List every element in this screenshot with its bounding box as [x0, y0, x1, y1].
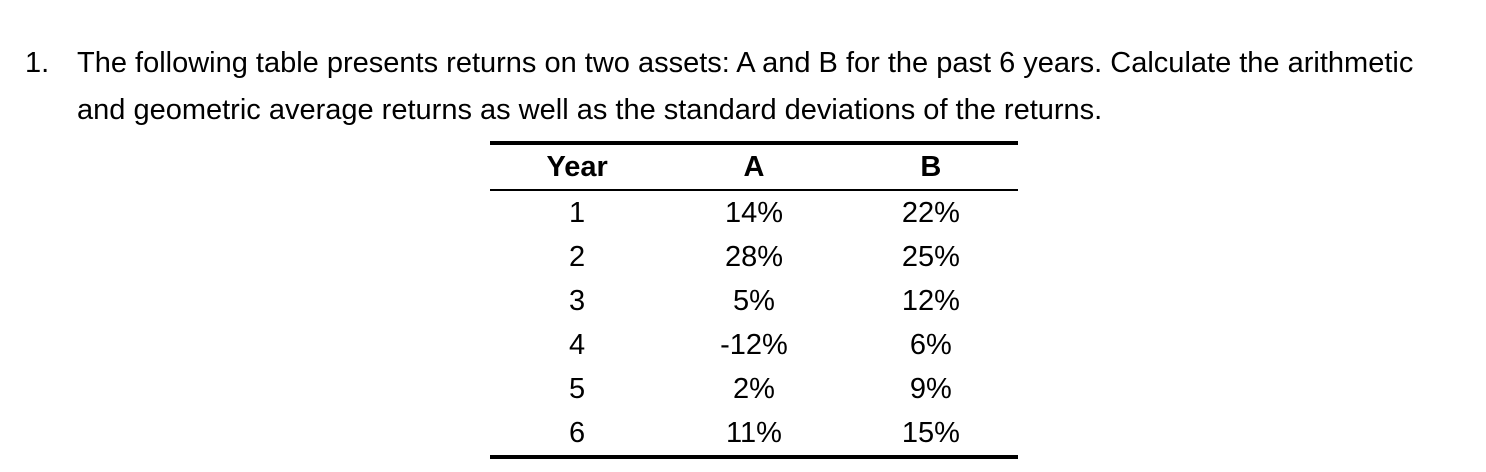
returns-table: Year A B 1 14% 22% 2 28% 25% 3 5% 12% 4 -12% 6% 5 2% 9% 6…	[490, 141, 1018, 459]
table-header-cell: Year	[546, 150, 608, 183]
table-cell: 6%	[909, 328, 952, 361]
table-row: 6 11% 15%	[490, 411, 1018, 457]
question-block: 1. The following table presents returns …	[25, 40, 1437, 134]
table-cell: 5%	[733, 284, 775, 317]
table-row: 1 14% 22%	[490, 190, 1018, 235]
table-cell: 6	[569, 416, 586, 449]
question-text: The following table presents returns on …	[77, 47, 1414, 126]
table-header-cell: A	[743, 150, 765, 183]
table-row: 2 28% 25%	[490, 235, 1018, 279]
table-cell: 15%	[901, 416, 960, 449]
question-number: 1.	[25, 47, 50, 79]
table-cell: 5	[569, 372, 586, 405]
table-cell: -12%	[720, 328, 788, 361]
table-cell: 14%	[724, 196, 784, 229]
table-header-row: Year A B	[490, 143, 1018, 190]
table-cell: 22%	[901, 196, 960, 229]
table-cell: 2%	[733, 372, 775, 405]
table-row: 3 5% 12%	[490, 279, 1018, 323]
table-cell: 28%	[724, 240, 784, 273]
returns-table-head: Year A B	[490, 143, 1018, 190]
table-header-cell: B	[920, 150, 942, 183]
table-cell: 4	[569, 328, 586, 361]
table-cell: 3	[569, 284, 586, 317]
table-cell: 11%	[726, 416, 782, 449]
table-cell: 25%	[901, 240, 960, 273]
table-cell: 9%	[909, 372, 952, 405]
table-cell: 1	[569, 196, 586, 229]
returns-table-body: 1 14% 22% 2 28% 25% 3 5% 12% 4 -12% 6% 5 2% 9% 6 11% 15%	[490, 190, 1018, 457]
table-row: 5 2% 9%	[490, 367, 1018, 411]
table-cell: 2	[569, 240, 586, 273]
table-cell: 12%	[901, 284, 960, 317]
table-row: 4 -12% 6%	[490, 323, 1018, 367]
